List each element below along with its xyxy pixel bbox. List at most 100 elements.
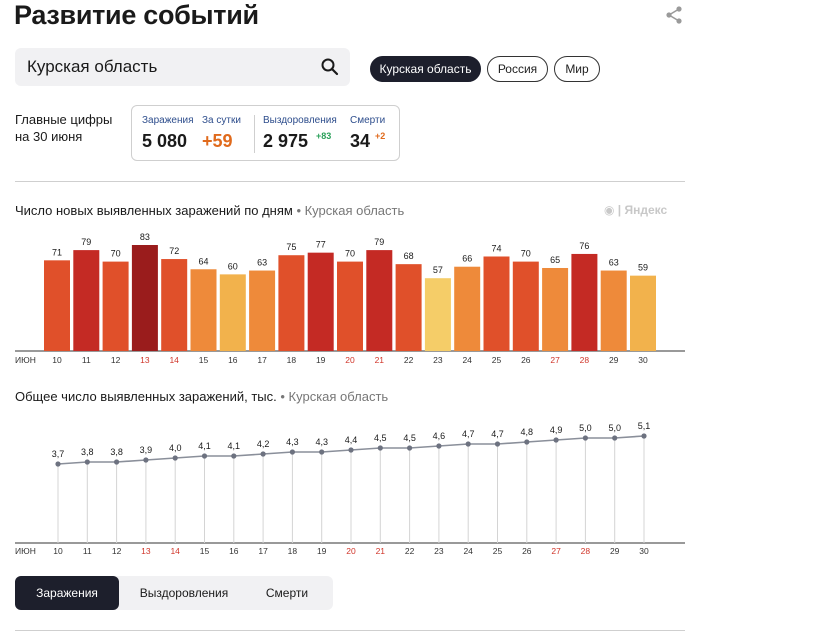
point-value-label: 4,1: [198, 441, 211, 451]
bar: [131, 245, 158, 351]
line-chart-month-label: ИЮН: [15, 546, 36, 556]
bar: [278, 255, 305, 351]
recovered-value: 2 975: [263, 131, 309, 151]
data-point: [114, 459, 120, 465]
bar-chart-title: Число новых выявленных заражений по дням…: [15, 203, 404, 218]
data-point: [143, 457, 149, 463]
x-tick-label: 22: [404, 355, 414, 365]
x-tick-label: 29: [610, 546, 620, 556]
point-value-label: 4,3: [286, 437, 299, 447]
point-value-label: 4,0: [169, 443, 182, 453]
new-cases-bar-chart: ИЮН 71 10 79 11 70 12 83 13 72 14 64 15 60 16 63 17 75 18 7…: [15, 232, 685, 365]
bar-value-label: 70: [345, 249, 355, 259]
bar-value-label: 66: [462, 254, 472, 264]
search-icon[interactable]: [320, 57, 340, 77]
data-point: [172, 455, 178, 461]
tab-infections[interactable]: Заражения: [15, 576, 119, 610]
x-tick-label: 25: [493, 546, 503, 556]
bar: [571, 253, 598, 351]
daily-value: +59: [202, 131, 233, 151]
x-tick-label: 18: [287, 355, 297, 365]
point-value-label: 4,5: [374, 433, 387, 443]
bar-value-label: 59: [638, 263, 648, 273]
bar: [73, 250, 100, 351]
deaths-label: Смерти: [350, 115, 386, 126]
tab-deaths[interactable]: Смерти: [265, 586, 309, 600]
x-tick-label: 15: [200, 546, 210, 556]
divider-bottom: [15, 630, 685, 631]
bar-value-label: 72: [169, 246, 179, 256]
x-tick-label: 20: [346, 546, 356, 556]
tab-recoveries[interactable]: Выздоровления: [139, 586, 229, 600]
point-value-label: 4,1: [228, 441, 241, 451]
bar: [102, 261, 129, 351]
line-chart-title: Общее число выявленных заражений, тыс. •…: [15, 389, 388, 404]
search-input[interactable]: Курская область: [15, 48, 350, 86]
data-point: [231, 453, 237, 459]
bar-value-label: 74: [491, 243, 501, 253]
x-tick-label: 27: [550, 355, 560, 365]
line-chart-region-text: Курская область: [288, 389, 389, 404]
x-tick-label: 12: [111, 355, 121, 365]
bar-value-label: 71: [52, 247, 62, 257]
data-point: [582, 435, 589, 441]
bar: [600, 270, 627, 351]
region-pill-russia[interactable]: Россия: [487, 56, 548, 82]
region-pill-world[interactable]: Мир: [554, 56, 600, 82]
x-tick-label: 10: [53, 546, 63, 556]
region-pill-kursk[interactable]: Курская область: [370, 56, 481, 82]
x-tick-label: 21: [376, 546, 386, 556]
x-tick-label: 23: [434, 546, 444, 556]
data-point: [84, 459, 90, 465]
x-tick-label: 17: [257, 355, 267, 365]
point-value-label: 4,3: [315, 437, 328, 447]
point-value-label: 3,9: [140, 445, 153, 455]
data-point: [201, 453, 208, 459]
bar: [249, 270, 276, 351]
point-value-label: 3,8: [110, 447, 123, 457]
x-tick-label: 26: [521, 355, 531, 365]
point-value-label: 4,7: [491, 429, 504, 439]
x-tick-label: 19: [316, 355, 326, 365]
bar-value-label: 75: [286, 242, 296, 252]
bar-value-label: 63: [257, 258, 267, 268]
x-tick-label: 29: [609, 355, 619, 365]
x-tick-label: 14: [169, 355, 179, 365]
data-point: [641, 433, 647, 439]
x-tick-label: 23: [433, 355, 443, 365]
bar-value-label: 65: [550, 255, 560, 265]
yandex-watermark-text: Яндекс: [624, 203, 668, 217]
data-point: [407, 445, 413, 451]
x-tick-label: 19: [317, 546, 327, 556]
x-tick-label: 16: [229, 546, 239, 556]
point-value-label: 5,1: [638, 421, 651, 431]
deaths-delta: +2: [375, 131, 386, 141]
bar-value-label: 60: [228, 261, 238, 271]
bar: [395, 264, 422, 351]
x-tick-label: 10: [52, 355, 62, 365]
x-tick-label: 13: [140, 355, 150, 365]
data-point: [55, 461, 61, 467]
data-point: [377, 445, 383, 451]
data-point: [465, 441, 471, 447]
x-tick-label: 30: [638, 355, 648, 365]
bar-value-label: 76: [579, 241, 589, 251]
daily-label: За сутки: [202, 115, 241, 126]
bar-value-label: 70: [111, 249, 121, 259]
x-tick-label: 14: [170, 546, 180, 556]
data-point: [524, 439, 530, 445]
bar-value-label: 83: [140, 232, 150, 242]
bar: [630, 275, 656, 351]
summary-card: Заражения За сутки 5 080 +59 Выздоровлен…: [131, 105, 400, 161]
bar: [190, 269, 217, 351]
x-tick-label: 20: [345, 355, 355, 365]
data-point: [553, 437, 559, 443]
share-icon[interactable]: [664, 5, 684, 25]
summary-label-line2: на 30 июня: [15, 129, 83, 144]
search-value: Курская область: [27, 57, 158, 76]
bar-value-label: 64: [198, 256, 208, 266]
bar: [454, 266, 481, 351]
x-tick-label: 15: [199, 355, 209, 365]
point-value-label: 4,6: [433, 431, 446, 441]
bar: [219, 274, 246, 351]
